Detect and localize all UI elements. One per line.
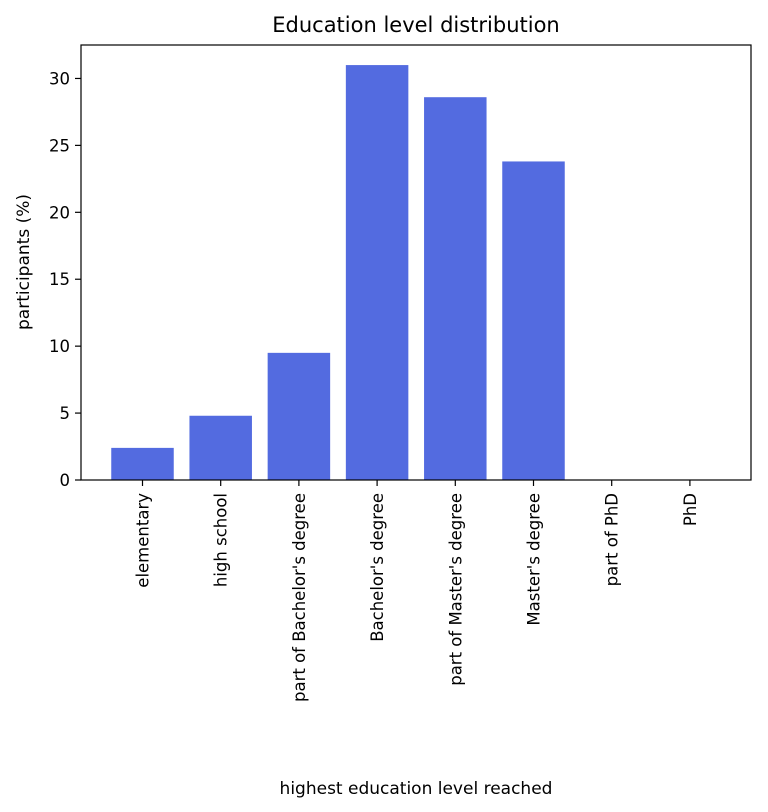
y-tick-label-3: 15: [49, 270, 70, 289]
chart-title: Education level distribution: [272, 13, 560, 37]
x-tick-label-2: part of Bachelor's degree: [290, 493, 309, 702]
x-tick-label-4: part of Master's degree: [446, 493, 465, 686]
y-axis-label: participants (%): [14, 194, 34, 330]
bar-4: [424, 97, 487, 480]
y-tick-label-4: 20: [49, 203, 70, 222]
x-tick-label-5: Master's degree: [525, 493, 544, 626]
x-axis-label: highest education level reached: [280, 779, 553, 799]
bar-0: [111, 447, 174, 480]
x-tick-label-3: Bachelor's degree: [368, 493, 387, 642]
bar-1: [189, 415, 252, 480]
x-tick-label-7: PhD: [681, 493, 700, 526]
y-tick-label-5: 25: [49, 136, 70, 155]
y-tick-label-6: 30: [49, 69, 70, 88]
x-tick-label-6: part of PhD: [603, 493, 622, 586]
y-tick-label-2: 10: [49, 337, 70, 356]
x-axis: elementary high school part of Bachelor's …: [134, 480, 700, 702]
y-axis: 0 5 10 15 20 25 30: [49, 69, 81, 490]
bar-3: [345, 65, 409, 480]
plot-frame: [80, 44, 752, 481]
bar-2: [267, 352, 331, 480]
y-tick-label-0: 0: [60, 471, 71, 490]
plot-area: [80, 44, 752, 481]
x-tick-label-1: high school: [212, 493, 231, 587]
bar-5: [502, 161, 565, 480]
y-tick-label-1: 5: [60, 404, 71, 423]
x-tick-label-0: elementary: [134, 493, 153, 588]
